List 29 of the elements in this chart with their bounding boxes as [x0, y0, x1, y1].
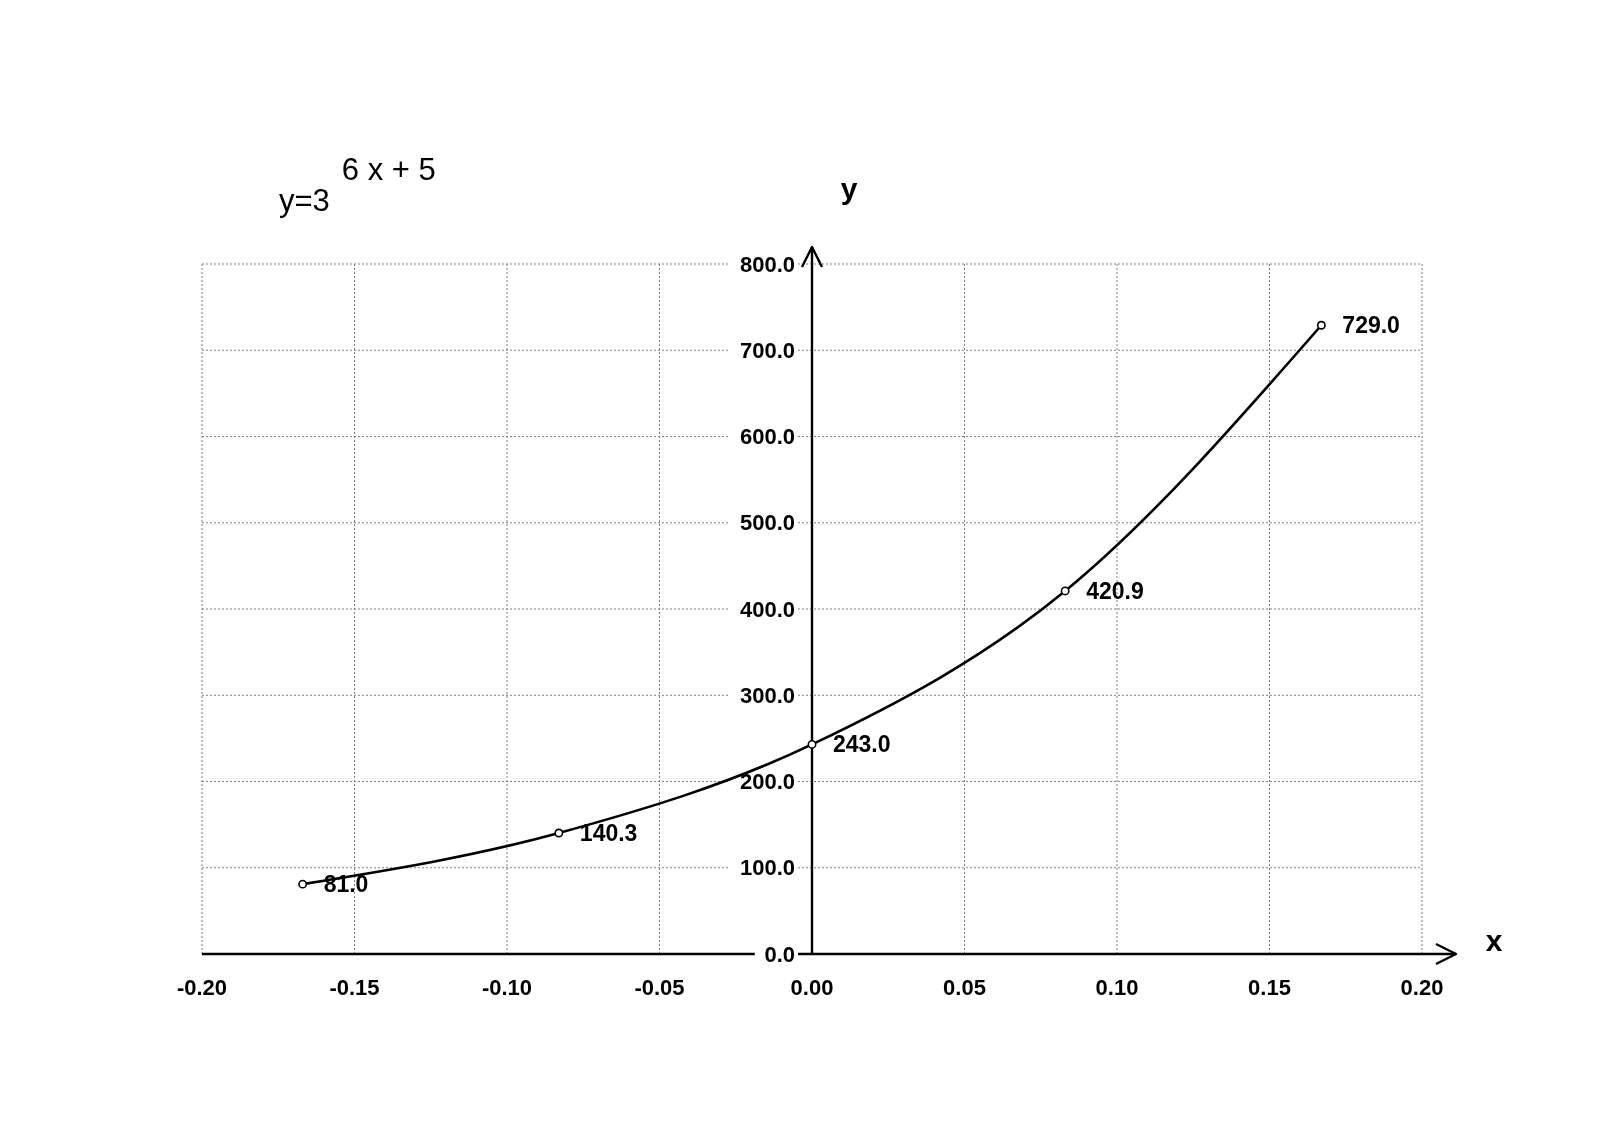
y-tick-label: 200.0	[739, 769, 795, 794]
point	[807, 739, 817, 749]
x-tick-label: 0.10	[1095, 975, 1139, 1000]
point	[1060, 586, 1070, 596]
x-tick-label: 0.00	[790, 975, 834, 1000]
y-tick-label: 700.0	[739, 337, 795, 363]
point	[1316, 320, 1326, 330]
data-label: 243.0	[833, 731, 891, 758]
x-tick-label: 0.20	[1400, 975, 1444, 1000]
x-tick-label: 0.05	[943, 975, 986, 1000]
y-tick-label: 600.0	[739, 424, 795, 449]
x-tick-label: 0.15	[1248, 975, 1291, 1000]
y-tick-label: 100.0	[739, 855, 795, 881]
data-label: 420.9	[1086, 577, 1144, 604]
y-tick-label: 0.0	[764, 941, 795, 967]
y-tick-label: 500.0	[739, 510, 795, 536]
point	[298, 879, 308, 889]
x-axis-title: x	[1485, 923, 1503, 957]
y-tick-label: 800.0	[739, 251, 795, 277]
x-tick-label: -0.15	[329, 975, 380, 1000]
y-tick-label: 400.0	[739, 596, 795, 622]
y-tick-label: 300.0	[739, 682, 795, 708]
data-label: 729.0	[1342, 312, 1400, 339]
x-tick-label: -0.05	[634, 975, 685, 1000]
x-tick-label: -0.10	[481, 975, 533, 1000]
point	[554, 828, 564, 838]
x-tick-label: -0.20	[176, 975, 228, 1000]
y-axis-title: y	[840, 171, 858, 205]
data-label: 140.3	[579, 819, 638, 846]
